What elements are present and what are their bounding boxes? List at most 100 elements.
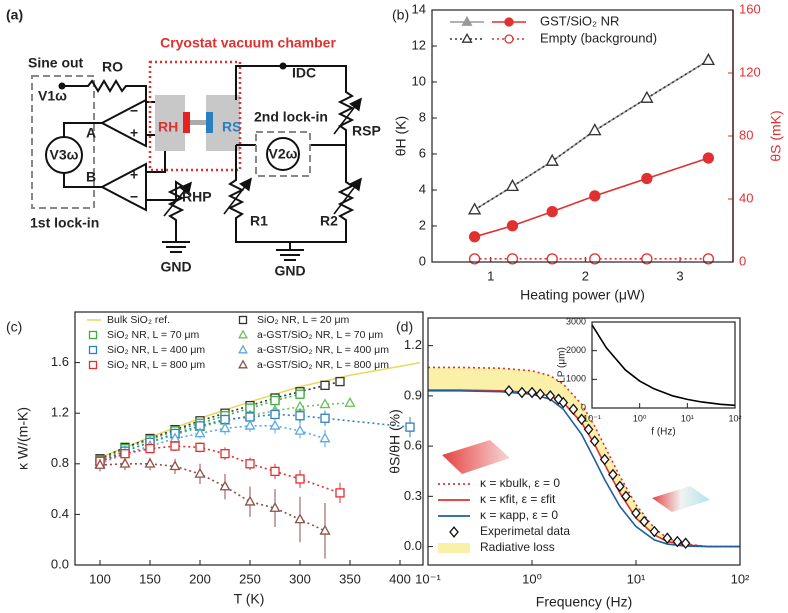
y-tick-label: 0.6 (404, 438, 422, 453)
marker (319, 432, 331, 443)
x-tick-label: 10⁻¹ (415, 571, 441, 586)
y-tick-label: 0 (581, 402, 586, 412)
label: RO (102, 59, 123, 75)
legend-label: Radiative loss (480, 540, 555, 554)
legend-swatch (438, 543, 470, 553)
plot-frame (431, 9, 734, 263)
marker (295, 389, 305, 399)
marker (468, 231, 481, 243)
y-axis-label: LP (μm) (557, 347, 568, 383)
marker (294, 513, 306, 524)
marker (662, 532, 673, 545)
label: Sine out (28, 55, 84, 71)
marker (576, 413, 587, 426)
op-amp (99, 162, 147, 212)
x-tick-label: 400 (389, 571, 411, 586)
legend-label: κ = κfit, ε = εfit (480, 492, 556, 506)
nanoribbon-image (442, 440, 510, 474)
legend-label: a-GST/SiO₂ NR, L = 800 μm (257, 359, 389, 371)
marker (527, 386, 537, 399)
marker (344, 396, 356, 407)
x-tick-label: 10¹ (681, 413, 694, 423)
y-tick-label: 0.3 (404, 488, 422, 503)
marker (244, 495, 256, 506)
plot-background (432, 10, 733, 262)
label: R2 (320, 213, 338, 229)
marker (517, 386, 527, 399)
chart: (c) 100 150 200 250 300 350 400 0.0 0.4 0.8 1.2 1.6 T… (6, 311, 424, 607)
marker (120, 449, 130, 459)
legend-label: a-GST/SiO₂ NR, L = 70 μm (257, 329, 383, 341)
sensor (206, 112, 213, 133)
x-tick-label: 300 (289, 571, 311, 586)
nanoribbon-image (652, 486, 710, 512)
y-axis-label: θH (K) (393, 116, 409, 156)
x-tick-label: 10¹ (627, 571, 646, 586)
label: V2ω (269, 146, 298, 162)
inset-chart: 10⁻¹ 10⁰ 10¹ 10² 0 1000 2000 3000 f (Hz) LP (μm) (557, 316, 742, 437)
marker (535, 388, 546, 401)
panel-label: (d) (396, 319, 413, 335)
marker (583, 423, 594, 436)
panel-label: (a) (6, 7, 23, 23)
y-tick-label: 3000 (566, 316, 586, 326)
legend-label: GST/SiO₂ NR (540, 13, 619, 28)
y2-tick-label: 40 (739, 190, 753, 205)
circuit-diagram: (a) Cryostat vacuum chamber Sine out 1st… (6, 7, 381, 279)
lockin-box (255, 131, 311, 177)
label: GND (274, 263, 305, 279)
sign: + (130, 125, 138, 141)
marker (238, 315, 248, 325)
legend-label: SiO₂ NR, L = 20 μm (257, 314, 350, 326)
marker (680, 537, 691, 550)
y-tick-label: 0.0 (404, 538, 422, 553)
y-tick-label: 0.0 (51, 556, 69, 571)
label: IDC (292, 65, 316, 81)
marker (195, 442, 205, 453)
y-tick-label: 8 (419, 109, 426, 124)
marker (672, 535, 683, 548)
sign: + (130, 167, 138, 183)
marker (702, 253, 715, 265)
y-tick-label: 0.9 (404, 387, 422, 402)
marker (295, 411, 305, 421)
marker (558, 396, 569, 409)
marker (506, 220, 519, 232)
wire (227, 65, 355, 243)
wire (146, 134, 185, 242)
label: GND (160, 259, 191, 275)
y-tick-label: 12 (412, 37, 426, 52)
legend-label: SiO₂ NR, L = 70 μm (107, 329, 200, 341)
wire (63, 122, 102, 188)
x-axis-label: T (K) (234, 591, 265, 607)
wire (62, 79, 158, 103)
plot-frame (427, 317, 741, 566)
marker (589, 253, 601, 265)
marker (144, 457, 156, 468)
marker (294, 424, 306, 435)
marker (245, 459, 255, 469)
ground (162, 241, 190, 253)
series-line (474, 59, 709, 211)
marker (88, 345, 98, 355)
marker (588, 123, 602, 136)
marker (405, 422, 415, 432)
marker (449, 526, 459, 538)
label: 1st lock-in (30, 215, 99, 231)
sign: − (130, 103, 138, 119)
y-tick-label: 1.2 (51, 405, 69, 420)
nanoribbon (189, 120, 207, 125)
plot-background (75, 312, 423, 565)
label: RH (158, 119, 178, 135)
cryostat-box (148, 60, 242, 172)
legend-label: SiO₂ NR, L = 800 μm (107, 359, 205, 371)
legend-label: Bulk SiO₂ ref. (107, 314, 170, 326)
marker (599, 453, 610, 466)
marker (244, 419, 256, 430)
y-tick-label: 1.6 (51, 354, 69, 369)
series-line (99, 463, 326, 532)
marker (194, 427, 206, 438)
marker (621, 490, 631, 503)
marker (88, 360, 98, 370)
